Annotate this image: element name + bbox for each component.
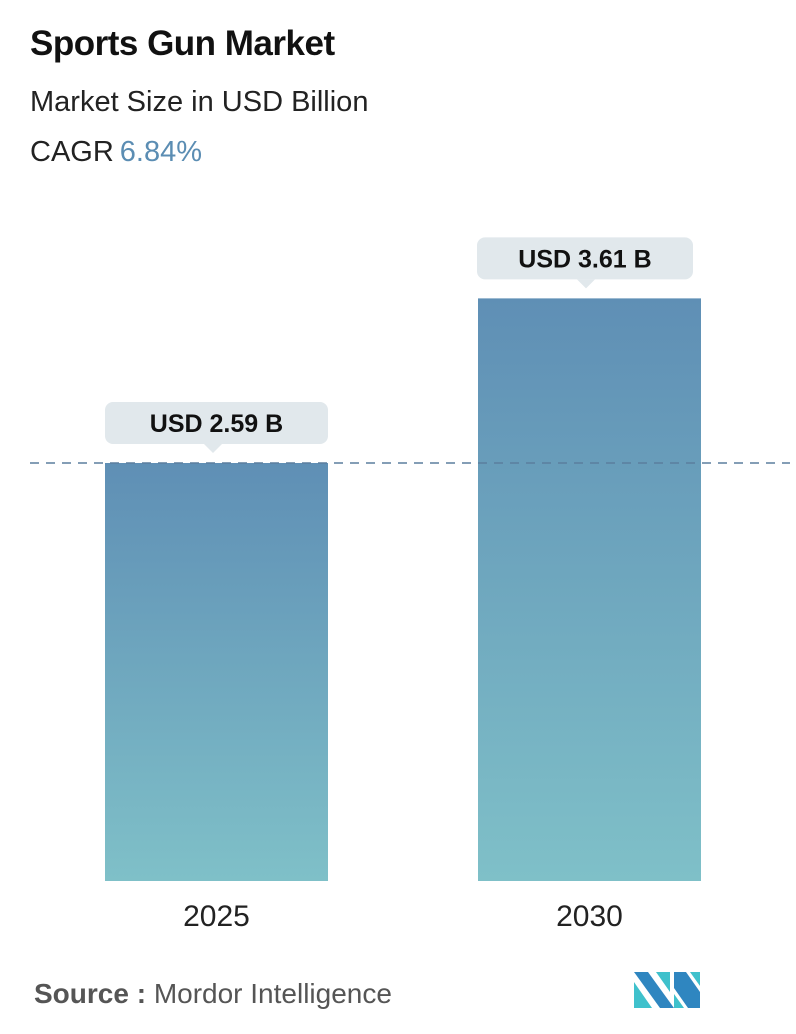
data-label-pointer: [204, 444, 222, 453]
data-label-box: [477, 237, 693, 280]
data-label: USD 3.61 B: [518, 245, 651, 273]
source-value: Mordor Intelligence: [153, 978, 392, 1009]
source-label: Source :: [34, 978, 147, 1009]
source: Source : Mordor Intelligence: [34, 978, 392, 1010]
bar-chart: USD 2.59 B 2025 USD 3.61 B 2030: [30, 237, 790, 933]
data-label-box: [105, 402, 328, 444]
bar-2025: [105, 463, 328, 881]
subtitle: Market Size in USD Billion: [30, 86, 369, 118]
cagr-label: CAGR: [30, 136, 114, 168]
page-title: Sports Gun Market: [30, 24, 335, 63]
data-label-pointer: [577, 279, 595, 289]
x-tick-label: 2025: [183, 900, 250, 933]
cagr-value: 6.84%: [119, 136, 203, 168]
cagr: CAGR 6.84%: [30, 136, 202, 169]
mordor-intelligence-logo: [634, 972, 700, 1008]
data-label: USD 2.59 B: [150, 410, 283, 438]
bar-2030: [478, 298, 701, 882]
x-tick-label: 2030: [556, 900, 623, 933]
